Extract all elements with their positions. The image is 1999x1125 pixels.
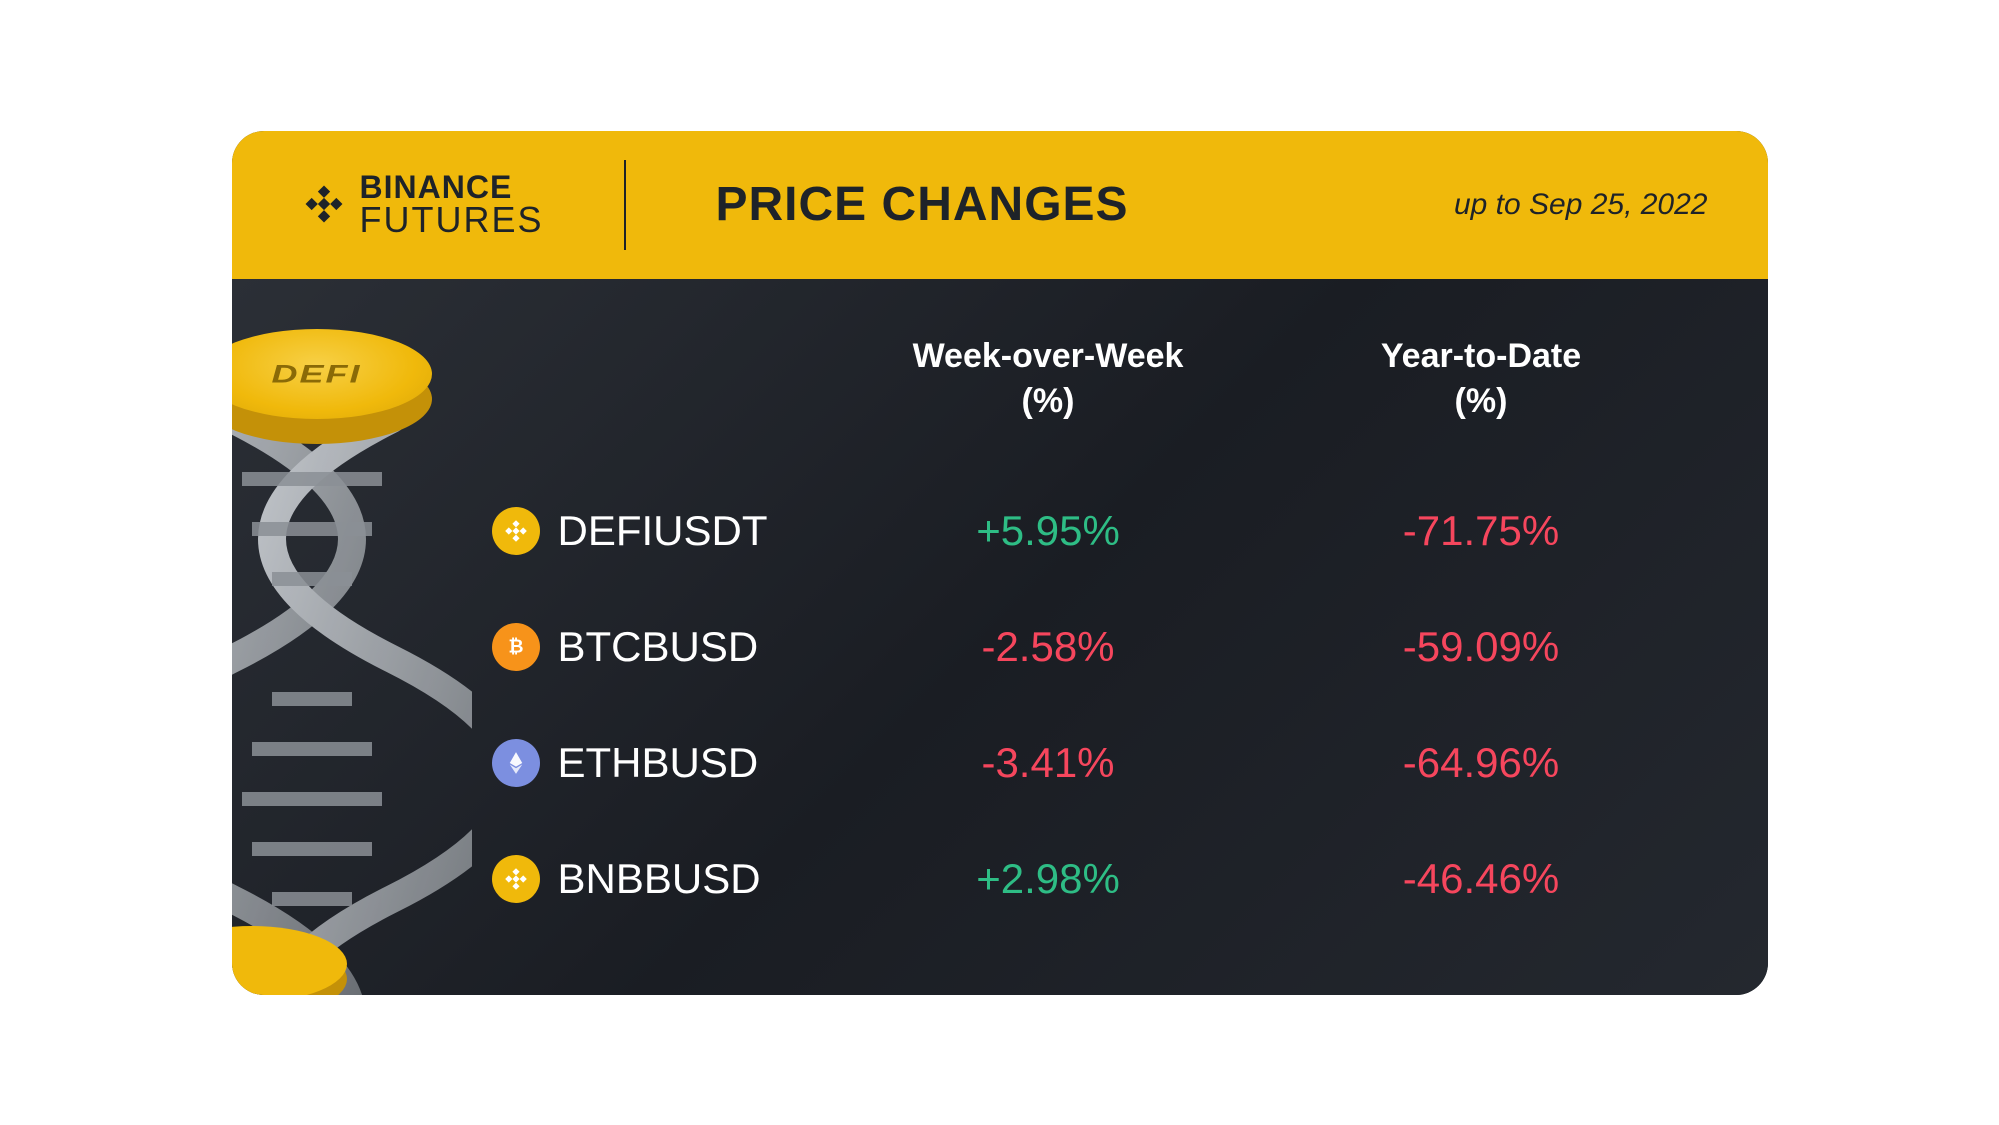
pair-cell: ETHBUSD bbox=[492, 739, 832, 787]
svg-text:₿: ₿ bbox=[508, 636, 523, 657]
table-header: Week-over-Week (%) Year-to-Date (%) bbox=[492, 334, 1698, 426]
bnb-icon bbox=[492, 507, 540, 555]
header-divider bbox=[624, 160, 626, 250]
coin-label: DEFI bbox=[271, 359, 361, 388]
page-title: PRICE CHANGES bbox=[716, 177, 1129, 232]
ytd-value: -46.46% bbox=[1265, 855, 1698, 903]
pair-cell: ₿ BTCBUSD bbox=[492, 623, 832, 671]
wow-value: -3.41% bbox=[832, 739, 1265, 787]
binance-icon bbox=[302, 182, 346, 226]
pair-symbol: DEFIUSDT bbox=[558, 507, 768, 555]
bnb-icon bbox=[492, 855, 540, 903]
col-head-wow: Week-over-Week (%) bbox=[832, 334, 1265, 426]
ytd-value: -59.09% bbox=[1265, 623, 1698, 671]
body-panel: DEFI Week-over-Week (%) Year-to-Date (%)… bbox=[232, 279, 1768, 995]
price-table: Week-over-Week (%) Year-to-Date (%) DEFI… bbox=[492, 334, 1698, 938]
wow-value: +5.95% bbox=[832, 507, 1265, 555]
pair-cell: BNBBUSD bbox=[492, 855, 832, 903]
brand-logo: BINANCE FUTURES bbox=[302, 172, 544, 237]
defi-coin-decor: DEFI bbox=[232, 329, 432, 444]
ytd-value: -64.96% bbox=[1265, 739, 1698, 787]
col-head-ytd: Year-to-Date (%) bbox=[1265, 334, 1698, 426]
pair-cell: DEFIUSDT bbox=[492, 507, 832, 555]
table-row: ETHBUSD -3.41%-64.96% bbox=[492, 705, 1698, 821]
brand-line2: FUTURES bbox=[360, 203, 544, 237]
table-row: ₿ BTCBUSD -2.58%-59.09% bbox=[492, 589, 1698, 705]
btc-icon: ₿ bbox=[492, 623, 540, 671]
pair-symbol: ETHBUSD bbox=[558, 739, 759, 787]
eth-icon bbox=[492, 739, 540, 787]
brand-text: BINANCE FUTURES bbox=[360, 172, 544, 237]
table-row: BNBBUSD +2.98%-46.46% bbox=[492, 821, 1698, 937]
price-changes-card: BINANCE FUTURES PRICE CHANGES up to Sep … bbox=[232, 131, 1768, 995]
table-row: DEFIUSDT +5.95%-71.75% bbox=[492, 473, 1698, 589]
pair-symbol: BNBBUSD bbox=[558, 855, 761, 903]
ytd-value: -71.75% bbox=[1265, 507, 1698, 555]
wow-value: -2.58% bbox=[832, 623, 1265, 671]
wow-value: +2.98% bbox=[832, 855, 1265, 903]
pair-symbol: BTCBUSD bbox=[558, 623, 759, 671]
date-label: up to Sep 25, 2022 bbox=[1454, 188, 1708, 222]
header-bar: BINANCE FUTURES PRICE CHANGES up to Sep … bbox=[232, 131, 1768, 279]
